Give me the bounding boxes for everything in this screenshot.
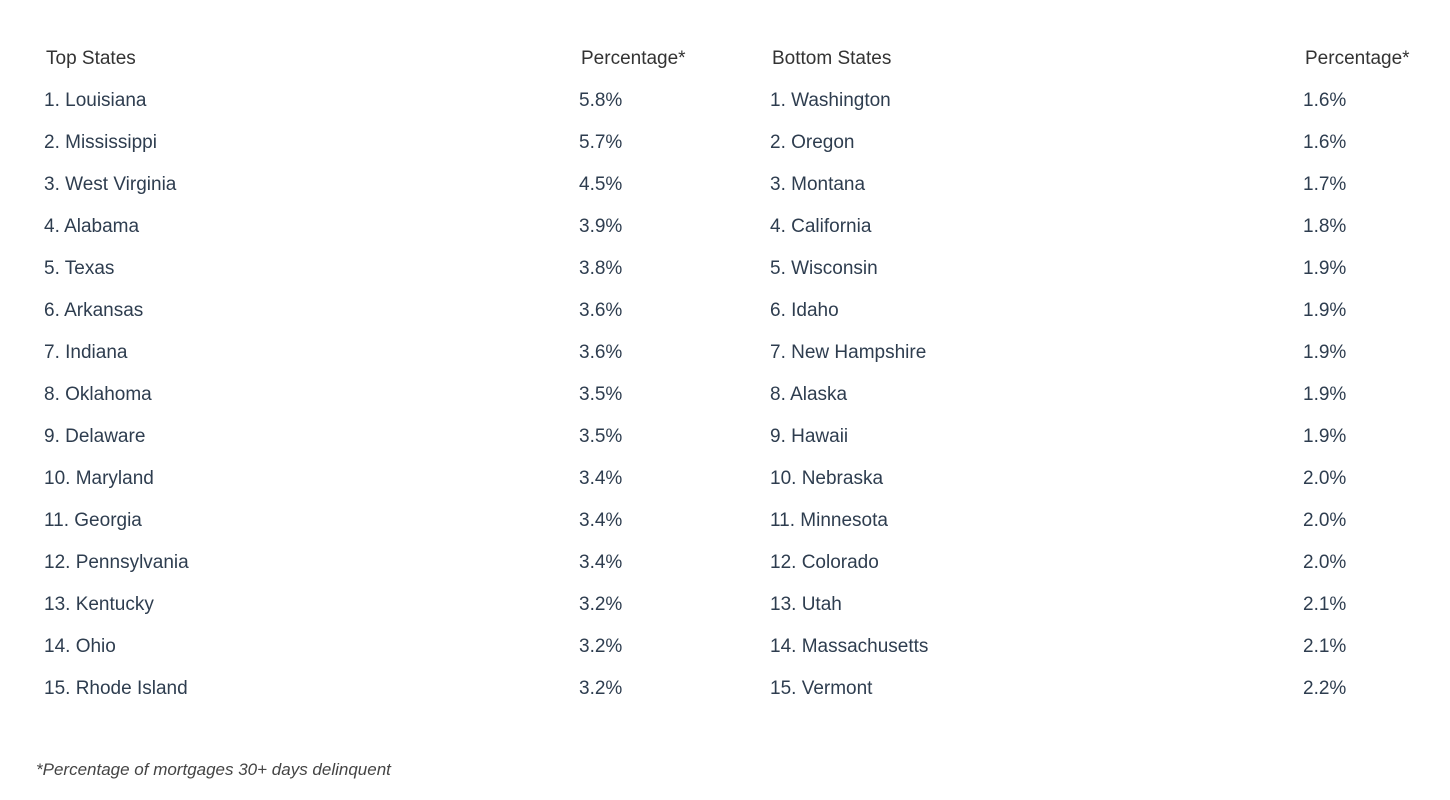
percentage: 2.1% bbox=[1303, 594, 1347, 615]
percentage: 3.8% bbox=[579, 258, 623, 279]
state-name: 3. Montana bbox=[770, 174, 866, 195]
state-name: 4. California bbox=[770, 216, 872, 237]
state-name: 6. Idaho bbox=[770, 300, 839, 321]
state-name: 5. Texas bbox=[44, 258, 115, 279]
percentage: 2.1% bbox=[1303, 636, 1347, 657]
percentage: 2.0% bbox=[1303, 552, 1347, 573]
percentage: 3.4% bbox=[579, 468, 623, 489]
state-name: 1. Louisiana bbox=[44, 90, 147, 111]
percentage: 3.2% bbox=[579, 636, 623, 657]
percentage: 3.9% bbox=[579, 216, 623, 237]
percentage: 3.6% bbox=[579, 300, 623, 321]
state-name: 7. New Hampshire bbox=[770, 342, 927, 363]
state-name: 13. Utah bbox=[770, 594, 842, 615]
state-name: 7. Indiana bbox=[44, 342, 128, 363]
percentage: 5.8% bbox=[579, 90, 623, 111]
percentage: 3.5% bbox=[579, 426, 623, 447]
percentage: 1.9% bbox=[1303, 426, 1347, 447]
percentage: 1.7% bbox=[1303, 174, 1347, 195]
percentage: 1.9% bbox=[1303, 384, 1347, 405]
state-name: 15. Rhode Island bbox=[44, 678, 188, 699]
state-name: 10. Maryland bbox=[44, 468, 154, 489]
percentage: 1.6% bbox=[1303, 90, 1347, 111]
state-name: 2. Oregon bbox=[770, 132, 855, 153]
state-name: 8. Oklahoma bbox=[44, 384, 152, 405]
header-cell: Bottom States bbox=[772, 48, 892, 69]
state-name: 15. Vermont bbox=[770, 678, 873, 699]
footnote: *Percentage of mortgages 30+ days delinq… bbox=[36, 760, 391, 779]
state-name: 3. West Virginia bbox=[44, 174, 177, 195]
state-name: 14. Ohio bbox=[44, 636, 116, 657]
percentage: 2.0% bbox=[1303, 510, 1347, 531]
percentage: 3.4% bbox=[579, 552, 623, 573]
state-name: 10. Nebraska bbox=[770, 468, 884, 489]
percentage: 2.0% bbox=[1303, 468, 1347, 489]
state-name: 6. Arkansas bbox=[44, 300, 144, 321]
state-name: 14. Massachusetts bbox=[770, 636, 929, 657]
percentage: 1.9% bbox=[1303, 342, 1347, 363]
percentage: 2.2% bbox=[1303, 678, 1347, 699]
state-name: 1. Washington bbox=[770, 90, 891, 111]
header-cell: Top States bbox=[46, 48, 136, 69]
percentage: 3.5% bbox=[579, 384, 623, 405]
percentage: 3.2% bbox=[579, 594, 623, 615]
state-name: 12. Pennsylvania bbox=[44, 552, 189, 573]
state-name: 8. Alaska bbox=[770, 384, 848, 405]
percentage: 4.5% bbox=[579, 174, 623, 195]
state-name: 9. Hawaii bbox=[770, 426, 849, 447]
state-name: 5. Wisconsin bbox=[770, 258, 878, 279]
state-name: 11. Minnesota bbox=[770, 510, 888, 531]
state-name: 4. Alabama bbox=[44, 216, 140, 237]
state-name: 9. Delaware bbox=[44, 426, 146, 447]
header-cell: Percentage* bbox=[1305, 48, 1410, 69]
percentage: 1.9% bbox=[1303, 258, 1347, 279]
percentage: 3.4% bbox=[579, 510, 623, 531]
state-name: 12. Colorado bbox=[770, 552, 879, 573]
percentage: 3.6% bbox=[579, 342, 623, 363]
state-name: 13. Kentucky bbox=[44, 594, 154, 615]
percentage: 1.6% bbox=[1303, 132, 1347, 153]
percentage: 3.2% bbox=[579, 678, 623, 699]
percentage: 1.8% bbox=[1303, 216, 1347, 237]
percentage: 5.7% bbox=[579, 132, 623, 153]
state-name: 11. Georgia bbox=[44, 510, 142, 531]
header-cell: Percentage* bbox=[581, 48, 686, 69]
state-name: 2. Mississippi bbox=[44, 132, 157, 153]
percentage: 1.9% bbox=[1303, 300, 1347, 321]
